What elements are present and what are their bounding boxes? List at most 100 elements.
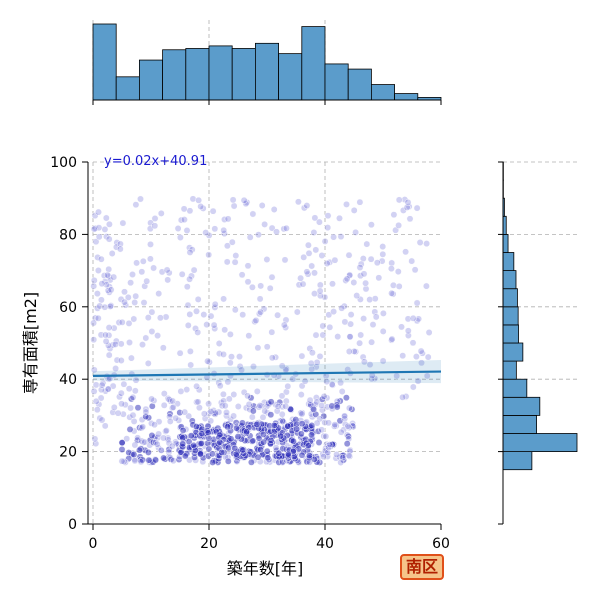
scatter-point: [336, 215, 342, 221]
scatter-point: [362, 280, 368, 286]
scatter-point: [135, 405, 141, 411]
scatter-point: [119, 458, 125, 464]
scatter-point: [164, 267, 170, 273]
scatter-point: [195, 197, 201, 203]
scatter-point: [414, 300, 420, 306]
scatter-point: [267, 285, 273, 291]
scatter-point: [269, 329, 275, 335]
scatter-point: [231, 203, 237, 209]
scatter-point: [319, 252, 325, 258]
scatter-point: [233, 425, 239, 431]
scatter-point: [339, 388, 345, 394]
scatter-point: [118, 357, 124, 363]
scatter-point: [240, 312, 246, 318]
scatter-point: [217, 439, 223, 445]
scatter-point: [230, 413, 236, 419]
scatter-point: [95, 267, 101, 273]
scatter-point: [225, 458, 231, 464]
scatter-point: [170, 404, 176, 410]
scatter-point: [304, 202, 310, 208]
scatter-point: [156, 290, 162, 296]
scatter-point: [144, 278, 150, 284]
scatter-point: [223, 409, 229, 415]
scatter-point: [250, 408, 256, 414]
x-hist-bar: [348, 69, 371, 100]
scatter-point: [332, 257, 338, 263]
scatter-point: [318, 402, 324, 408]
scatter-point: [310, 406, 316, 412]
scatter-point: [121, 381, 127, 387]
scatter-point: [231, 391, 237, 397]
scatter-point: [246, 401, 252, 407]
scatter-point: [278, 433, 284, 439]
scatter-point: [323, 433, 329, 439]
scatter-point: [332, 422, 338, 428]
scatter-point: [91, 226, 97, 232]
scatter-point: [255, 454, 261, 460]
scatter-point: [198, 203, 204, 209]
scatter-point: [342, 319, 348, 325]
y-hist-bar: [503, 343, 523, 361]
scatter-point: [338, 429, 344, 435]
scatter-point: [193, 308, 199, 314]
scatter-point: [117, 246, 123, 252]
scatter-point: [260, 431, 266, 437]
scatter-point: [127, 405, 133, 411]
scatter-point: [120, 220, 126, 226]
scatter-point: [425, 354, 431, 360]
x-tick-label: 60: [432, 536, 450, 552]
scatter-point: [225, 216, 231, 222]
scatter-point: [351, 279, 357, 285]
scatter-point: [312, 215, 318, 221]
scatter-point: [126, 386, 132, 392]
scatter-point: [276, 450, 282, 456]
scatter-point: [146, 457, 152, 463]
scatter-point: [249, 284, 255, 290]
scatter-point: [244, 393, 250, 399]
scatter-point: [92, 436, 98, 442]
scatter-point: [151, 422, 157, 428]
scatter-point: [298, 391, 304, 397]
scatter-point: [118, 390, 124, 396]
scatter-point: [250, 211, 256, 217]
scatter-point: [149, 328, 155, 334]
y-tick-label: 60: [59, 300, 77, 316]
x-tick-label: 20: [200, 536, 218, 552]
scatter-point: [418, 348, 424, 354]
x-hist-bar: [371, 85, 394, 100]
scatter-point: [154, 332, 160, 338]
scatter-point: [209, 459, 215, 465]
scatter-point: [241, 197, 247, 203]
scatter-point: [344, 441, 350, 447]
scatter-point: [227, 331, 233, 337]
scatter-point: [254, 421, 260, 427]
scatter-point: [367, 296, 373, 302]
scatter-point: [245, 263, 251, 269]
scatter-point: [354, 292, 360, 298]
x-marginal-histogram: [93, 24, 441, 105]
scatter-point: [268, 412, 274, 418]
scatter-point: [108, 287, 114, 293]
scatter-point: [409, 258, 415, 264]
scatter-point: [132, 388, 138, 394]
scatter-point: [193, 383, 199, 389]
scatter-point: [334, 404, 340, 410]
scatter-point: [301, 254, 307, 260]
scatter-point: [167, 418, 173, 424]
scatter-point: [309, 263, 315, 269]
scatter-point: [410, 315, 416, 321]
y-tick-label: 0: [68, 517, 77, 533]
scatter-point: [93, 382, 99, 388]
scatter-point: [324, 260, 330, 266]
scatter-point: [295, 199, 301, 205]
scatter-point: [232, 445, 238, 451]
scatter-point: [235, 403, 241, 409]
scatter-point: [91, 277, 97, 283]
scatter-point: [269, 274, 275, 280]
scatter-point: [106, 221, 112, 227]
scatter-point: [410, 340, 416, 346]
scatter-point: [281, 322, 287, 328]
scatter-point: [169, 398, 175, 404]
scatter-point: [221, 227, 227, 233]
